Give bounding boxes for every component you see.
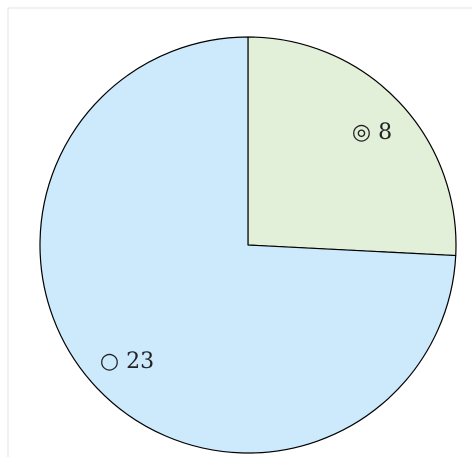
pie-slice-1: [248, 37, 456, 256]
pie-slice-label-1: ◎ 8: [352, 120, 392, 145]
pie-slice-label-2: ○ 23: [100, 349, 154, 374]
pie-slices: [40, 37, 456, 453]
